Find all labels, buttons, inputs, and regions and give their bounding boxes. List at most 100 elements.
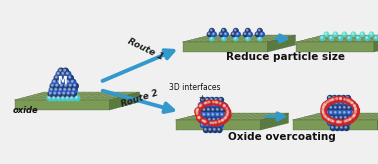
Circle shape xyxy=(205,101,209,106)
Circle shape xyxy=(336,121,341,125)
Circle shape xyxy=(339,115,344,121)
Circle shape xyxy=(62,91,67,97)
Polygon shape xyxy=(260,113,288,130)
Circle shape xyxy=(222,29,226,33)
Circle shape xyxy=(226,108,228,109)
Circle shape xyxy=(62,80,64,82)
Circle shape xyxy=(203,102,208,107)
Circle shape xyxy=(64,88,66,90)
Circle shape xyxy=(353,115,355,116)
Circle shape xyxy=(198,108,200,110)
Circle shape xyxy=(204,118,206,120)
Circle shape xyxy=(222,119,224,121)
Circle shape xyxy=(342,121,344,123)
Circle shape xyxy=(347,99,349,101)
Circle shape xyxy=(339,101,344,105)
Circle shape xyxy=(246,29,248,31)
Circle shape xyxy=(69,84,71,86)
Circle shape xyxy=(330,101,335,105)
Circle shape xyxy=(48,91,54,97)
Circle shape xyxy=(348,115,353,121)
Circle shape xyxy=(225,113,227,115)
Circle shape xyxy=(345,95,350,101)
Circle shape xyxy=(329,36,334,40)
Text: 3D interfaces: 3D interfaces xyxy=(169,83,221,99)
Circle shape xyxy=(203,102,208,106)
Circle shape xyxy=(213,118,215,120)
Circle shape xyxy=(258,29,260,31)
Circle shape xyxy=(321,106,326,112)
Polygon shape xyxy=(296,35,378,42)
Circle shape xyxy=(335,115,339,121)
Text: oxide: oxide xyxy=(12,106,38,115)
Circle shape xyxy=(65,95,71,101)
Circle shape xyxy=(208,117,212,123)
Circle shape xyxy=(340,121,342,123)
Circle shape xyxy=(352,33,353,34)
Circle shape xyxy=(54,75,60,81)
Circle shape xyxy=(211,123,212,125)
Circle shape xyxy=(333,32,338,36)
Circle shape xyxy=(200,123,206,127)
Circle shape xyxy=(349,116,351,118)
Circle shape xyxy=(198,102,203,107)
Circle shape xyxy=(343,97,348,102)
Circle shape xyxy=(344,106,345,108)
Circle shape xyxy=(324,115,330,121)
Circle shape xyxy=(339,106,341,108)
Circle shape xyxy=(344,116,346,118)
Circle shape xyxy=(226,114,228,116)
Circle shape xyxy=(68,75,73,81)
Circle shape xyxy=(246,37,250,41)
Circle shape xyxy=(199,103,204,109)
Circle shape xyxy=(62,96,64,98)
Circle shape xyxy=(342,32,346,36)
Circle shape xyxy=(222,29,224,31)
Circle shape xyxy=(346,96,348,98)
Circle shape xyxy=(365,36,370,40)
Circle shape xyxy=(338,36,342,40)
Text: Route 1: Route 1 xyxy=(126,37,165,62)
Circle shape xyxy=(352,114,357,119)
Circle shape xyxy=(196,108,200,112)
Circle shape xyxy=(225,107,229,111)
Circle shape xyxy=(227,110,228,112)
Circle shape xyxy=(344,101,346,103)
Polygon shape xyxy=(374,35,378,52)
Circle shape xyxy=(222,103,224,105)
Circle shape xyxy=(208,127,213,133)
Circle shape xyxy=(218,123,223,127)
Circle shape xyxy=(355,107,356,109)
Circle shape xyxy=(220,33,222,34)
Circle shape xyxy=(331,101,333,103)
Circle shape xyxy=(63,87,68,93)
Circle shape xyxy=(236,32,240,37)
Circle shape xyxy=(343,33,344,34)
Circle shape xyxy=(70,95,75,101)
Circle shape xyxy=(204,102,206,104)
Circle shape xyxy=(201,123,203,125)
Circle shape xyxy=(222,118,224,120)
Circle shape xyxy=(65,84,67,86)
Circle shape xyxy=(336,126,338,128)
Circle shape xyxy=(68,88,70,90)
Circle shape xyxy=(327,118,333,123)
Circle shape xyxy=(214,121,219,126)
Circle shape xyxy=(321,109,326,114)
Circle shape xyxy=(325,101,330,105)
Circle shape xyxy=(352,102,353,104)
Circle shape xyxy=(211,38,212,39)
Circle shape xyxy=(328,119,330,121)
Circle shape xyxy=(69,76,71,78)
Circle shape xyxy=(204,120,208,124)
Circle shape xyxy=(327,101,328,103)
Circle shape xyxy=(328,121,330,123)
Circle shape xyxy=(217,102,222,107)
Circle shape xyxy=(330,37,332,38)
Circle shape xyxy=(214,100,219,105)
Circle shape xyxy=(249,33,250,34)
Circle shape xyxy=(321,104,327,110)
Circle shape xyxy=(324,32,328,36)
Circle shape xyxy=(196,112,200,116)
Polygon shape xyxy=(183,42,268,52)
